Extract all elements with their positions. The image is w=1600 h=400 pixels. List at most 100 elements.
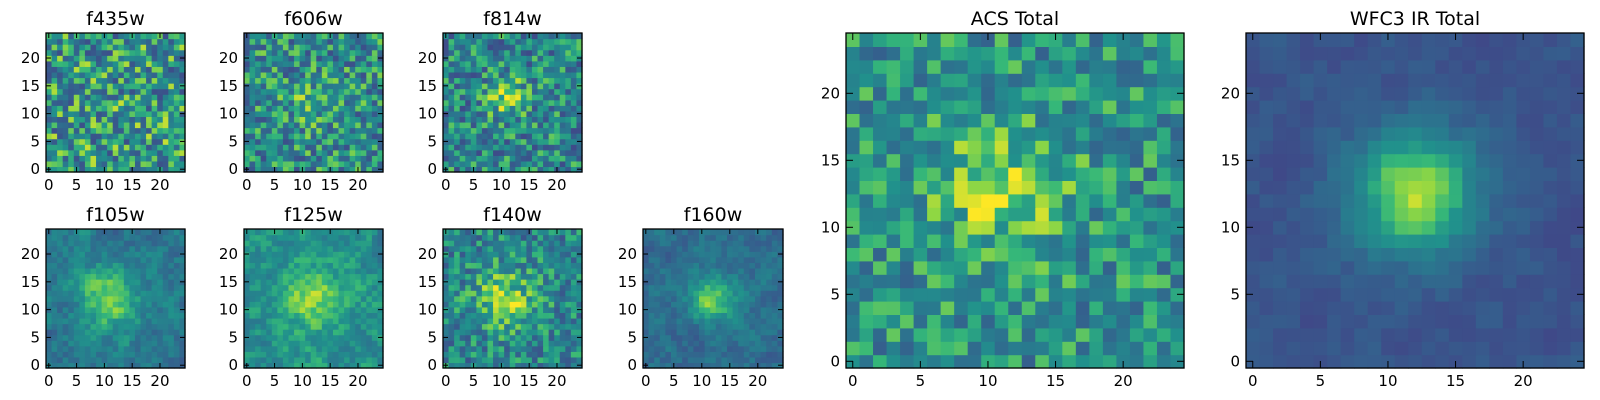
heatmap-cell	[846, 260, 861, 275]
heatmap-cell	[454, 33, 461, 40]
heatmap-cell	[173, 301, 181, 308]
heatmap-cell	[118, 234, 125, 241]
heatmap-cell	[565, 234, 572, 241]
heatmap-cell	[255, 49, 262, 56]
heatmap-cell	[366, 105, 373, 112]
heatmap-cell	[173, 133, 181, 140]
heatmap-cell	[465, 38, 472, 45]
heatmap-cell	[327, 121, 334, 129]
heatmap-cell	[62, 351, 69, 358]
heatmap-cell	[282, 105, 290, 112]
heatmap-cell	[743, 273, 750, 280]
heatmap-cell	[140, 44, 147, 51]
heatmap-cell	[913, 153, 928, 168]
heatmap-cell	[255, 251, 262, 258]
heatmap-cell	[344, 329, 351, 336]
heatmap-cell	[327, 138, 334, 145]
heatmap-cell	[515, 340, 522, 347]
heatmap-cell	[1170, 327, 1185, 342]
heatmap-cell	[355, 121, 362, 129]
heatmap-cell	[755, 240, 762, 247]
heatmap-cell	[260, 284, 267, 291]
heatmap-cell	[493, 166, 500, 173]
heatmap-cell	[338, 256, 345, 263]
heatmap-cell	[1021, 167, 1036, 181]
heatmap-cell	[162, 267, 169, 275]
heatmap-cell	[282, 38, 290, 45]
heatmap-cell	[570, 105, 578, 112]
heatmap-cell	[565, 99, 572, 106]
heatmap-cell	[1170, 341, 1185, 356]
heatmap-cell	[321, 340, 328, 347]
heatmap-cell	[493, 121, 500, 129]
heatmap-cell	[487, 71, 494, 79]
heatmap-cell	[134, 133, 142, 140]
heatmap-cell	[118, 121, 125, 129]
heatmap-cell	[79, 229, 86, 236]
heatmap-cell	[531, 279, 539, 286]
heatmap-cell	[755, 329, 762, 336]
heatmap-cell	[266, 284, 273, 291]
heatmap-cell	[554, 83, 561, 90]
heatmap-cell	[665, 251, 672, 258]
heatmap-cell	[244, 240, 251, 247]
heatmap-cell	[146, 351, 153, 358]
x-tick-label: 5	[72, 176, 82, 194]
heatmap-cell	[443, 245, 450, 252]
heatmap-cell	[255, 229, 262, 236]
heatmap-cell	[377, 155, 384, 162]
heatmap-cell	[96, 60, 103, 67]
heatmap-cell	[648, 273, 655, 280]
heatmap-cell	[282, 240, 290, 247]
heatmap-cell	[537, 290, 544, 297]
heatmap-cell	[79, 99, 86, 106]
heatmap-cell	[118, 245, 125, 252]
heatmap-cell	[96, 166, 103, 173]
heatmap-cell	[140, 306, 147, 313]
heatmap-cell	[873, 341, 888, 356]
heatmap-cell	[123, 121, 130, 129]
heatmap-cell	[90, 351, 97, 358]
heatmap-cell	[321, 127, 328, 134]
heatmap-cell	[338, 279, 345, 286]
heatmap-cell	[73, 329, 80, 336]
heatmap-cell	[476, 88, 483, 95]
heatmap-cell	[710, 345, 717, 352]
heatmap-cell	[487, 323, 494, 330]
heatmap-cell	[554, 340, 561, 347]
heatmap-cell	[249, 312, 256, 319]
heatmap-cell	[940, 287, 955, 302]
heatmap-cell	[277, 340, 284, 347]
heatmap-cell	[68, 166, 75, 173]
heatmap-cell	[366, 256, 373, 263]
heatmap-cell	[173, 306, 181, 313]
heatmap-cell	[294, 88, 301, 95]
heatmap-cell	[576, 295, 583, 302]
heatmap-cell	[1089, 341, 1104, 356]
heatmap-cell	[520, 306, 527, 313]
heatmap-cell	[531, 116, 539, 123]
heatmap-cell	[84, 234, 92, 241]
heatmap-cell	[51, 155, 58, 162]
heatmap-cell	[476, 229, 483, 236]
heatmap-cell	[68, 138, 75, 145]
heatmap-cell	[327, 160, 334, 168]
heatmap-cell	[873, 247, 888, 262]
heatmap-cell	[476, 256, 483, 263]
heatmap-cell	[294, 356, 301, 364]
heatmap-cell	[766, 312, 773, 319]
heatmap-cell	[1035, 193, 1050, 208]
heatmap-cell	[316, 229, 323, 236]
heatmap-cell	[277, 77, 284, 84]
heatmap-cell	[282, 55, 290, 62]
heatmap-cell	[771, 345, 778, 352]
heatmap-cell	[162, 351, 169, 358]
heatmap-cell	[73, 127, 80, 134]
heatmap-cell	[531, 345, 539, 352]
heatmap-cell	[57, 44, 64, 51]
heatmap-cell	[107, 66, 114, 73]
heatmap-cell	[465, 251, 472, 258]
heatmap-cell	[118, 267, 125, 275]
heatmap-cell	[755, 295, 762, 302]
heatmap-cell	[749, 306, 756, 313]
